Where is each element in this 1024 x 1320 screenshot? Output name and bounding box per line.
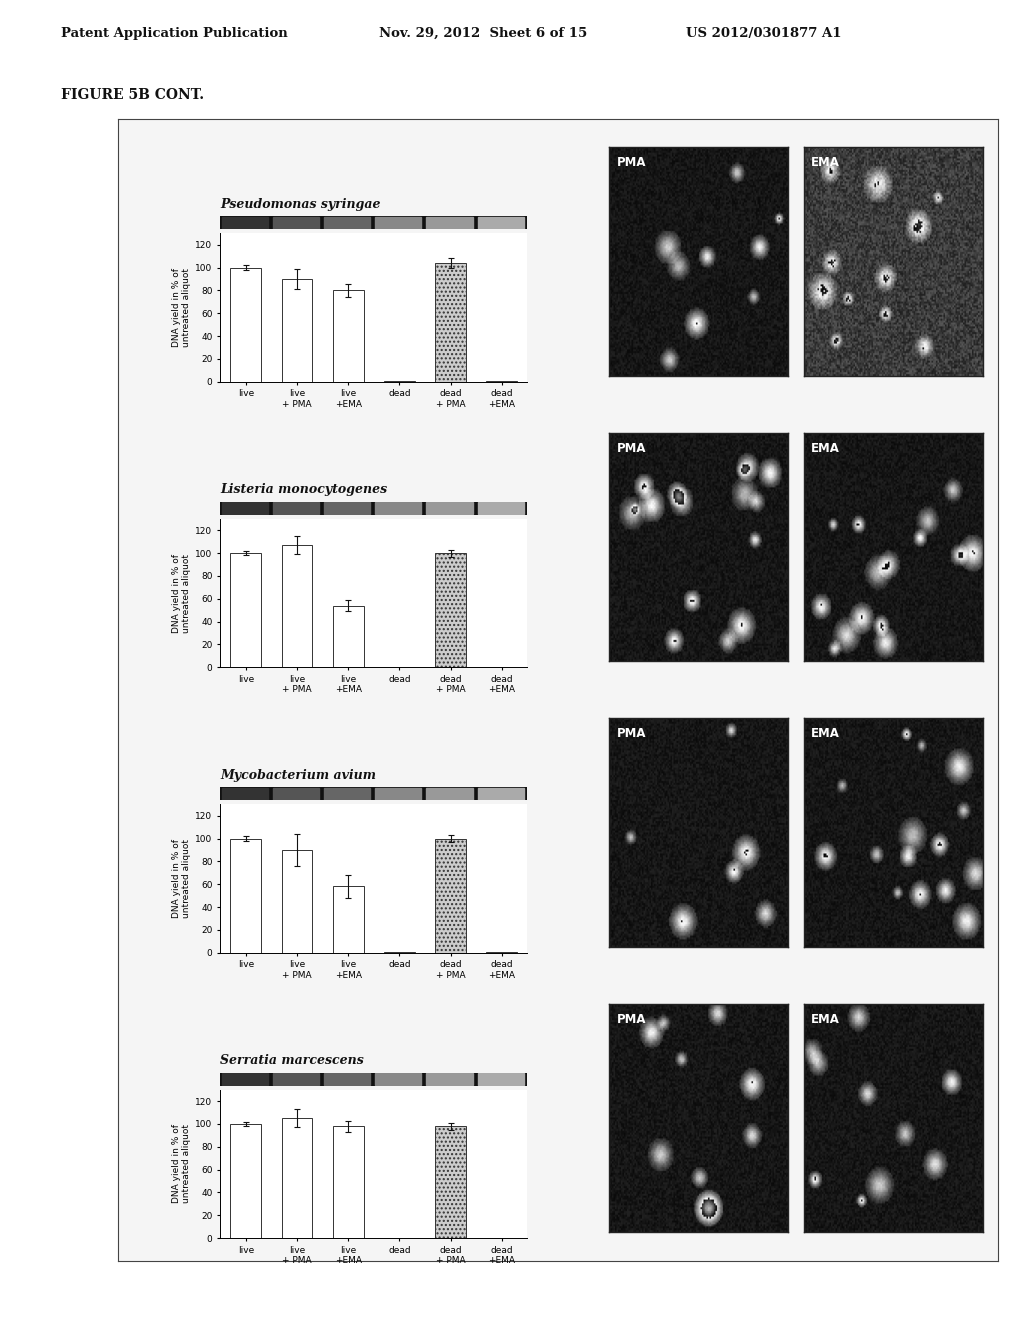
Bar [426, 216, 472, 228]
Bar [282, 279, 312, 381]
Bar [272, 503, 319, 515]
Bar [230, 1123, 261, 1238]
Bar [477, 788, 523, 800]
Bar [426, 503, 472, 515]
Text: PMA: PMA [616, 157, 646, 169]
Bar [324, 216, 371, 228]
Bar [376, 1073, 422, 1085]
Text: PMA: PMA [616, 442, 646, 455]
Text: FIGURE 5B CONT.: FIGURE 5B CONT. [61, 88, 205, 102]
Bar [376, 788, 422, 800]
Bar [230, 553, 261, 668]
Bar [376, 216, 422, 228]
Text: Nov. 29, 2012  Sheet 6 of 15: Nov. 29, 2012 Sheet 6 of 15 [379, 26, 587, 40]
Bar [333, 606, 364, 668]
Bar [426, 788, 472, 800]
Text: EMA: EMA [811, 442, 840, 455]
Text: US 2012/0301877 A1: US 2012/0301877 A1 [686, 26, 842, 40]
Bar [333, 887, 364, 953]
Bar [282, 850, 312, 953]
Bar [272, 788, 319, 800]
Bar [230, 268, 261, 381]
Y-axis label: DNA yield in % of
untreated aliquot: DNA yield in % of untreated aliquot [172, 268, 191, 347]
Text: Patent Application Publication: Patent Application Publication [61, 26, 288, 40]
Bar [435, 838, 466, 953]
Text: EMA: EMA [811, 727, 840, 741]
Text: Pseudomonas syringae: Pseudomonas syringae [220, 198, 381, 211]
Bar [435, 553, 466, 668]
Bar [222, 788, 268, 800]
Text: Serratia marcescens: Serratia marcescens [220, 1055, 364, 1068]
Bar [222, 503, 268, 515]
Bar [477, 1073, 523, 1085]
Bar [272, 1073, 319, 1085]
Bar [222, 1073, 268, 1085]
Y-axis label: DNA yield in % of
untreated aliquot: DNA yield in % of untreated aliquot [172, 1125, 191, 1204]
Bar [426, 1073, 472, 1085]
Bar [282, 545, 312, 668]
Y-axis label: DNA yield in % of
untreated aliquot: DNA yield in % of untreated aliquot [172, 840, 191, 917]
Text: PMA: PMA [616, 727, 646, 741]
Bar [376, 503, 422, 515]
Bar [333, 1126, 364, 1238]
Bar [230, 838, 261, 953]
Bar [333, 290, 364, 381]
Bar [435, 1126, 466, 1238]
Text: EMA: EMA [811, 157, 840, 169]
Bar [272, 216, 319, 228]
Text: EMA: EMA [811, 1012, 840, 1026]
Bar [324, 788, 371, 800]
Text: Mycobacterium avium: Mycobacterium avium [220, 768, 376, 781]
Bar [222, 216, 268, 228]
Text: PMA: PMA [616, 1012, 646, 1026]
Bar [477, 503, 523, 515]
Bar [324, 503, 371, 515]
Bar [282, 1118, 312, 1238]
Bar [435, 263, 466, 381]
Y-axis label: DNA yield in % of
untreated aliquot: DNA yield in % of untreated aliquot [172, 553, 191, 632]
Bar [477, 216, 523, 228]
Bar [324, 1073, 371, 1085]
Text: Listeria monocytogenes: Listeria monocytogenes [220, 483, 387, 496]
